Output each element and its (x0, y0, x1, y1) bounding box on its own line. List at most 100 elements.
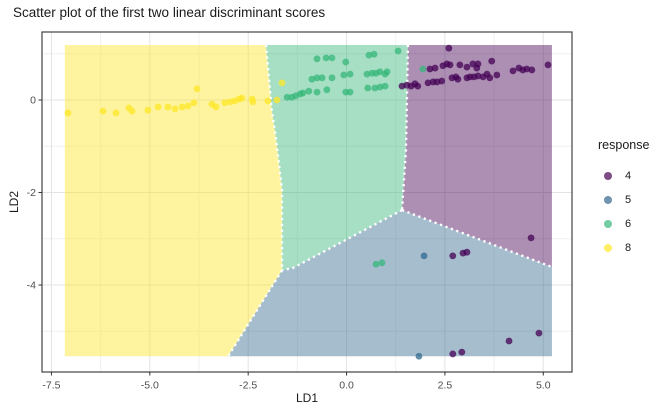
point-response-8 (64, 109, 72, 117)
point-response-6 (394, 47, 402, 55)
point-response-4 (414, 82, 422, 90)
x-axis-label: LD1 (295, 391, 318, 405)
point-response-4 (488, 57, 496, 65)
point-response-4 (505, 337, 513, 345)
point-response-6 (313, 55, 321, 63)
legend-items: 4 5 6 8 (594, 164, 649, 260)
point-response-6 (372, 260, 380, 268)
point-response-4 (509, 67, 517, 75)
x-tick-label: 0.0 (339, 380, 354, 392)
point-response-8 (273, 96, 281, 104)
point-response-6 (365, 51, 373, 59)
point-response-6 (313, 88, 321, 96)
point-response-4 (445, 44, 453, 52)
legend-item-label: 5 (625, 194, 632, 206)
point-response-6 (318, 74, 326, 82)
point-response-4 (449, 350, 457, 358)
point-response-8 (221, 99, 229, 107)
point-response-4 (438, 77, 446, 85)
decision-region-8 (64, 44, 283, 357)
point-response-6 (346, 88, 354, 96)
point-response-6 (283, 93, 291, 101)
point-response-4 (523, 65, 531, 73)
point-response-8 (264, 97, 272, 105)
legend-item-8: 8 (594, 236, 649, 260)
point-response-8 (278, 79, 286, 87)
point-response-4 (527, 234, 535, 242)
point-response-4 (474, 60, 482, 68)
point-response-4 (446, 61, 454, 69)
point-response-8 (193, 85, 201, 93)
point-response-8 (154, 103, 162, 111)
legend-key-dot-icon (604, 172, 612, 180)
point-response-4 (426, 65, 434, 73)
point-response-4 (449, 252, 457, 260)
legend-key-dot-icon (604, 196, 612, 204)
chart-title: Scatter plot of the first two linear dis… (13, 5, 326, 20)
legend-item-5: 5 (594, 188, 649, 212)
point-response-8 (249, 98, 257, 106)
point-response-4 (463, 248, 471, 256)
legend-key-dot-icon (604, 220, 612, 228)
point-response-4 (544, 61, 552, 69)
point-response-4 (431, 64, 439, 72)
point-response-8 (112, 109, 120, 117)
x-tick-label: -7.5 (42, 380, 60, 392)
point-response-4 (486, 74, 494, 82)
point-response-6 (346, 70, 354, 78)
point-response-6 (370, 50, 378, 58)
point-response-6 (342, 58, 350, 66)
point-response-4 (528, 66, 536, 74)
y-tick-label: -4 (27, 280, 36, 292)
point-response-6 (340, 71, 348, 79)
region-boundary (401, 208, 553, 269)
x-tick-label: -2.5 (239, 380, 257, 392)
point-response-8 (238, 94, 246, 102)
legend-item-label: 8 (625, 242, 632, 254)
point-response-6 (313, 74, 321, 82)
decision-region-4 (402, 44, 552, 267)
x-tick-label: -5.0 (141, 380, 159, 392)
point-response-6 (323, 86, 331, 94)
point-response-4 (535, 329, 543, 337)
point-response-8 (99, 107, 107, 115)
point-response-4 (474, 72, 482, 80)
point-response-6 (363, 70, 371, 78)
y-tick-label: -2 (27, 187, 36, 199)
point-response-6 (381, 82, 389, 90)
point-response-6 (328, 74, 336, 82)
point-response-6 (376, 68, 384, 76)
point-response-6 (378, 259, 386, 267)
point-response-6 (299, 89, 307, 97)
point-response-8 (178, 103, 186, 111)
legend-key-dot-icon (604, 244, 612, 252)
legend: response 4 5 6 8 (594, 138, 649, 260)
point-response-4 (454, 75, 462, 83)
y-tick-label: 0 (30, 95, 36, 107)
x-tick-label: 5.0 (536, 380, 551, 392)
region-boundary (400, 44, 410, 211)
decision-region-5 (228, 210, 552, 357)
panel-border (41, 31, 573, 373)
legend-item-label: 4 (625, 170, 632, 182)
point-response-8 (128, 107, 136, 115)
point-response-8 (190, 99, 198, 107)
point-response-4 (456, 61, 464, 69)
point-response-8 (212, 103, 220, 111)
point-response-8 (184, 102, 192, 110)
region-boundary (281, 209, 403, 272)
legend-item-4: 4 (594, 164, 649, 188)
point-response-6 (419, 65, 427, 73)
legend-item-label: 6 (625, 218, 632, 230)
point-response-4 (424, 79, 432, 87)
point-response-4 (463, 63, 471, 71)
point-response-8 (144, 106, 152, 114)
y-axis-label: LD2 (7, 190, 21, 214)
point-response-4 (458, 348, 466, 356)
point-response-6 (308, 75, 316, 83)
point-response-5 (415, 352, 423, 360)
legend-item-6: 6 (594, 212, 649, 236)
point-response-4 (493, 71, 501, 79)
point-response-6 (364, 84, 372, 92)
